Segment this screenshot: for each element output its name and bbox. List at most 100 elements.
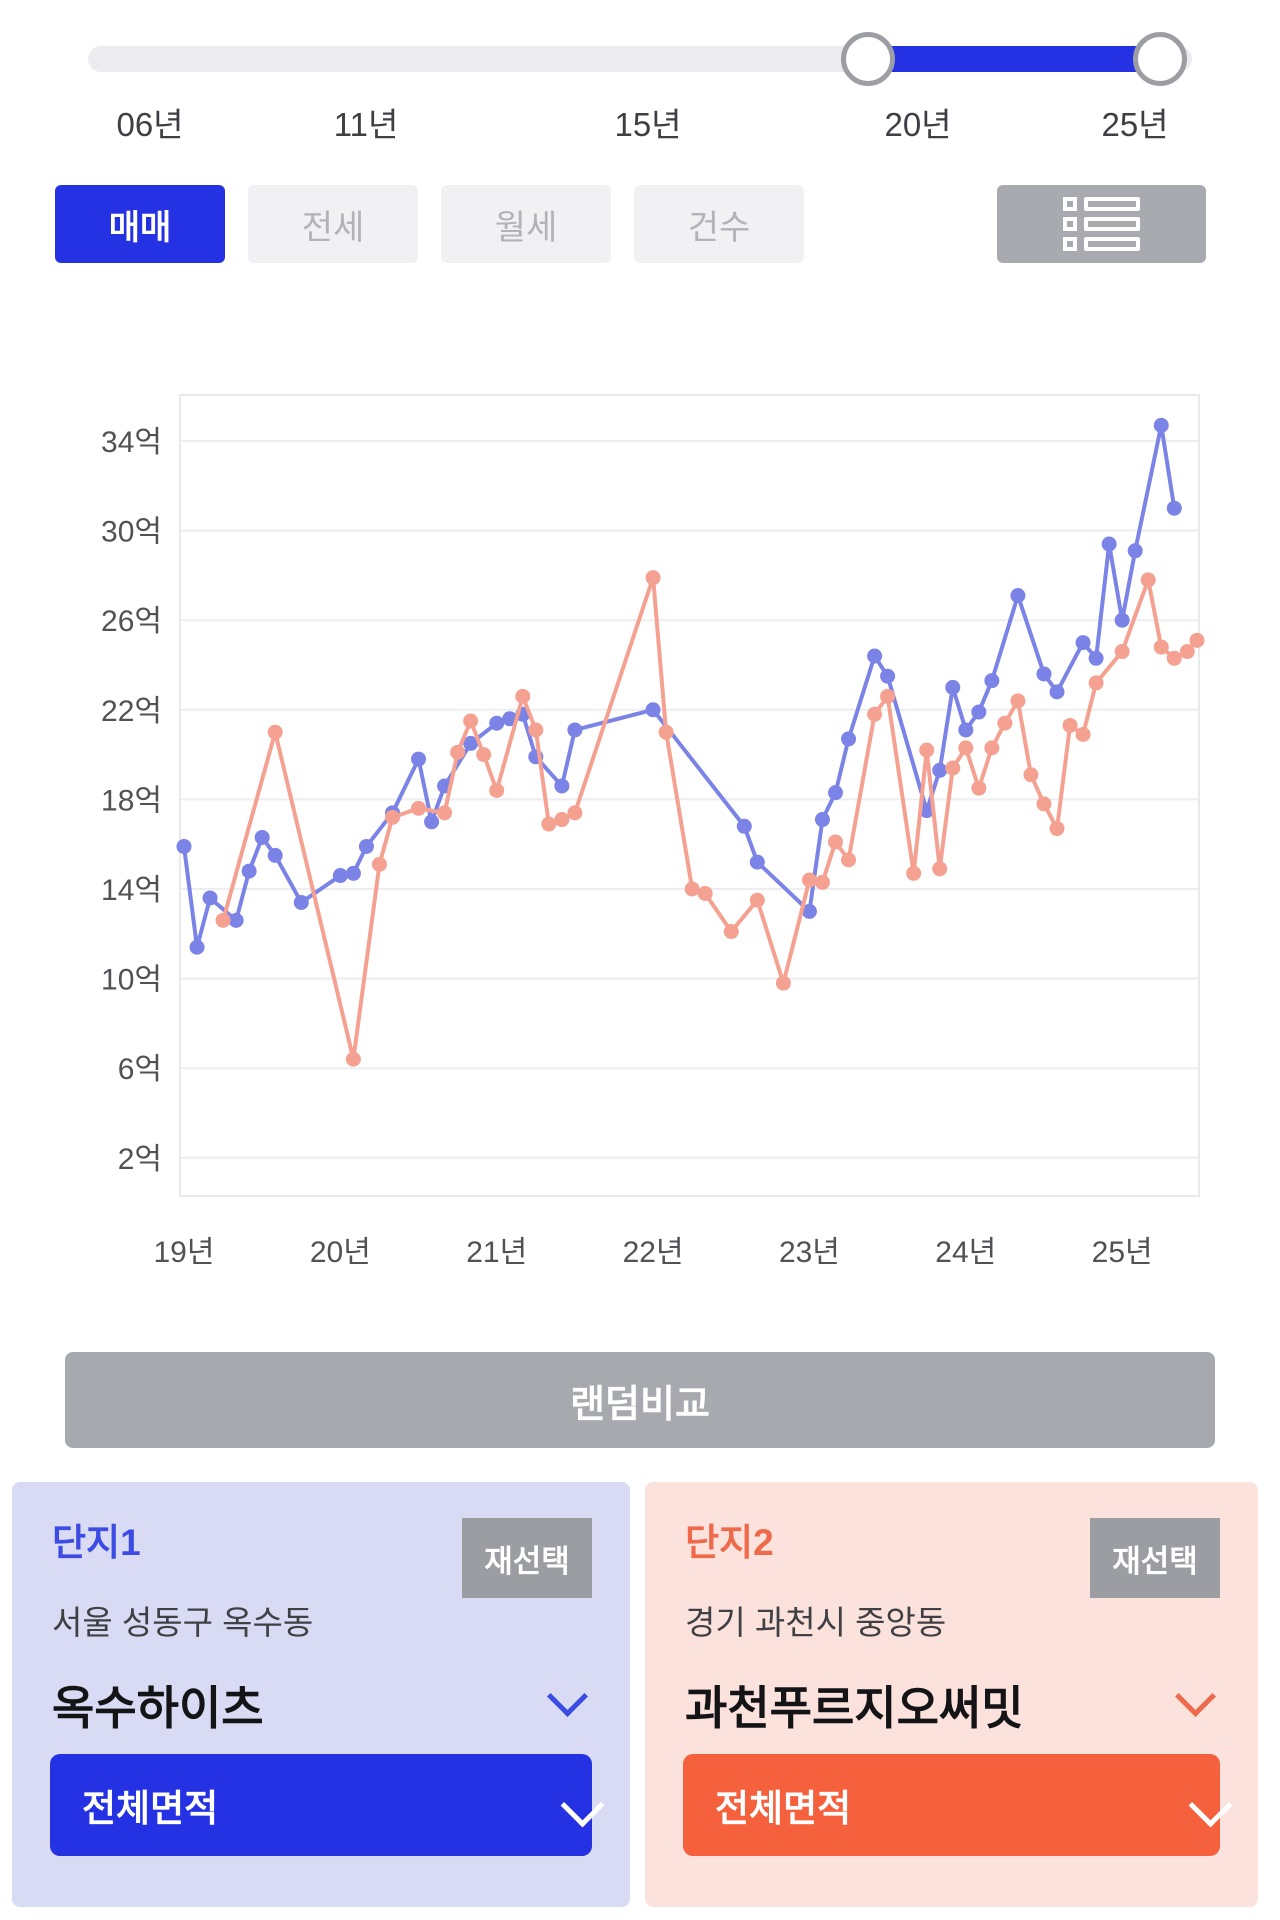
data-point-과천푸르지오써밋 <box>1140 572 1156 588</box>
data-point-옥수하이츠 <box>645 702 661 718</box>
data-point-옥수하이츠 <box>176 838 192 854</box>
data-point-옥수하이츠 <box>1153 417 1169 433</box>
data-point-과천푸르지오써밋 <box>1189 632 1205 648</box>
tab-jeonse[interactable]: 전세 <box>248 185 418 263</box>
data-point-과천푸르지오써밋 <box>945 760 961 776</box>
data-point-과천푸르지오써밋 <box>971 780 987 796</box>
y-axis-label: 14억 <box>101 874 162 907</box>
slider-year-labels: 06년 11년 15년 20년 25년 <box>0 98 1280 143</box>
data-point-과천푸르지오써밋 <box>1023 767 1039 783</box>
y-axis-label: 22억 <box>101 695 162 728</box>
card1-complex-name[interactable]: 옥수하이츠 <box>52 1682 264 1734</box>
data-point-옥수하이츠 <box>202 890 218 906</box>
card2-complex-chevron-down-icon[interactable] <box>1174 1675 1217 1718</box>
data-point-과천푸르지오써밋 <box>1088 675 1104 691</box>
x-axis-label: 21년 <box>466 1236 527 1269</box>
data-point-옥수하이츠 <box>801 903 817 919</box>
slider-year-label-11년: 11년 <box>333 106 399 143</box>
data-point-옥수하이츠 <box>1010 588 1026 604</box>
data-point-옥수하이츠 <box>1127 543 1143 559</box>
data-point-과천푸르지오써밋 <box>1062 717 1078 733</box>
data-point-과천푸르지오써밋 <box>541 816 557 832</box>
y-axis-label: 18억 <box>101 784 162 817</box>
list-view-button[interactable] <box>997 185 1206 263</box>
card2-location: 경기 과천시 중앙동 <box>685 1604 947 1641</box>
data-point-과천푸르지오써밋 <box>437 805 453 821</box>
data-point-옥수하이츠 <box>1101 536 1117 552</box>
data-point-과천푸르지오써밋 <box>841 852 857 868</box>
data-point-과천푸르지오써밋 <box>411 800 427 816</box>
data-point-과천푸르지오써밋 <box>1114 644 1130 660</box>
random-compare-button[interactable]: 랜덤비교 <box>65 1352 1215 1448</box>
data-point-옥수하이츠 <box>867 648 883 664</box>
data-point-옥수하이츠 <box>1114 612 1130 628</box>
data-point-과천푸르지오써밋 <box>1153 639 1169 655</box>
data-point-옥수하이츠 <box>880 668 896 684</box>
card1-reselect-button[interactable]: 재선택 <box>462 1518 592 1598</box>
tab-maemae[interactable]: 매매 <box>55 185 225 263</box>
data-point-옥수하이츠 <box>1088 650 1104 666</box>
year-range-slider-track[interactable] <box>88 32 1192 86</box>
data-point-과천푸르지오써밋 <box>919 742 935 758</box>
y-axis-label: 26억 <box>101 605 162 638</box>
x-axis-label: 19년 <box>154 1236 215 1269</box>
slider-handle-end[interactable] <box>1133 32 1187 86</box>
slider-year-label-20년: 20년 <box>884 106 952 143</box>
data-point-과천푸르지오써밋 <box>450 744 466 760</box>
y-axis-label: 34억 <box>101 426 162 459</box>
data-point-옥수하이츠 <box>267 847 283 863</box>
tab-geonsu[interactable]: 건수 <box>634 185 804 263</box>
data-point-과천푸르지오써밋 <box>867 706 883 722</box>
data-point-과천푸르지오써밋 <box>658 724 674 740</box>
data-point-옥수하이츠 <box>932 762 948 778</box>
data-point-과천푸르지오써밋 <box>723 924 739 940</box>
data-point-옥수하이츠 <box>332 868 348 884</box>
data-point-과천푸르지오써밋 <box>880 688 896 704</box>
data-point-과천푸르지오써밋 <box>749 892 765 908</box>
data-point-과천푸르지오써밋 <box>828 834 843 850</box>
tab-wolse[interactable]: 월세 <box>441 185 611 263</box>
slider-selected-range <box>868 46 1160 72</box>
data-point-과천푸르지오써밋 <box>554 812 570 828</box>
card1-complex-chevron-down-icon[interactable] <box>546 1675 589 1718</box>
data-point-옥수하이츠 <box>424 814 440 830</box>
data-point-옥수하이츠 <box>293 894 309 910</box>
data-point-옥수하이츠 <box>189 939 205 955</box>
data-point-옥수하이츠 <box>945 679 961 695</box>
data-point-옥수하이츠 <box>736 818 752 834</box>
card2-title: 단지2 <box>685 1522 774 1563</box>
data-point-옥수하이츠 <box>463 735 479 751</box>
data-point-과천푸르지오써밋 <box>1010 693 1026 709</box>
card2-complex-name[interactable]: 과천푸르지오써밋 <box>685 1682 1024 1734</box>
price-history-chart: 34억 30억 26억 22억 18억 14억 10억 6억 2억 19년 20년 21년 22년 23년… <box>101 394 1205 1269</box>
data-point-옥수하이츠 <box>749 854 765 870</box>
data-point-과천푸르지오써밋 <box>345 1051 361 1067</box>
data-point-과천푸르지오써밋 <box>684 881 700 897</box>
card2-area-select[interactable]: 전체면적 <box>683 1754 1220 1856</box>
data-point-과천푸르지오써밋 <box>997 715 1013 731</box>
data-point-과천푸르지오써밋 <box>1179 644 1195 660</box>
x-axis-label: 25년 <box>1092 1236 1153 1269</box>
card1-title: 단지1 <box>52 1522 141 1563</box>
data-point-과천푸르지오써밋 <box>267 724 283 740</box>
data-point-옥수하이츠 <box>984 673 1000 689</box>
data-point-과천푸르지오써밋 <box>906 865 922 881</box>
data-point-과천푸르지오써밋 <box>801 872 817 888</box>
data-point-옥수하이츠 <box>971 704 987 720</box>
slider-handle-start[interactable] <box>841 32 895 86</box>
card1-location: 서울 성동구 옥수동 <box>52 1604 314 1641</box>
data-point-과천푸르지오써밋 <box>1166 650 1182 666</box>
x-axis-label: 22년 <box>623 1236 684 1269</box>
y-axis-label: 30억 <box>101 516 162 549</box>
slider-year-label-15년: 15년 <box>614 106 682 143</box>
data-point-옥수하이츠 <box>958 722 974 738</box>
data-point-과천푸르지오써밋 <box>463 713 479 729</box>
data-point-과천푸르지오써밋 <box>515 688 531 704</box>
data-point-옥수하이츠 <box>919 803 935 819</box>
data-point-과천푸르지오써밋 <box>814 874 830 890</box>
y-axis-label: 2억 <box>118 1143 162 1176</box>
card1-area-select[interactable]: 전체면적 <box>50 1754 592 1856</box>
data-point-과천푸르지오써밋 <box>1036 796 1052 812</box>
card2-reselect-button[interactable]: 재선택 <box>1090 1518 1220 1598</box>
data-point-과천푸르지오써밋 <box>384 809 400 825</box>
